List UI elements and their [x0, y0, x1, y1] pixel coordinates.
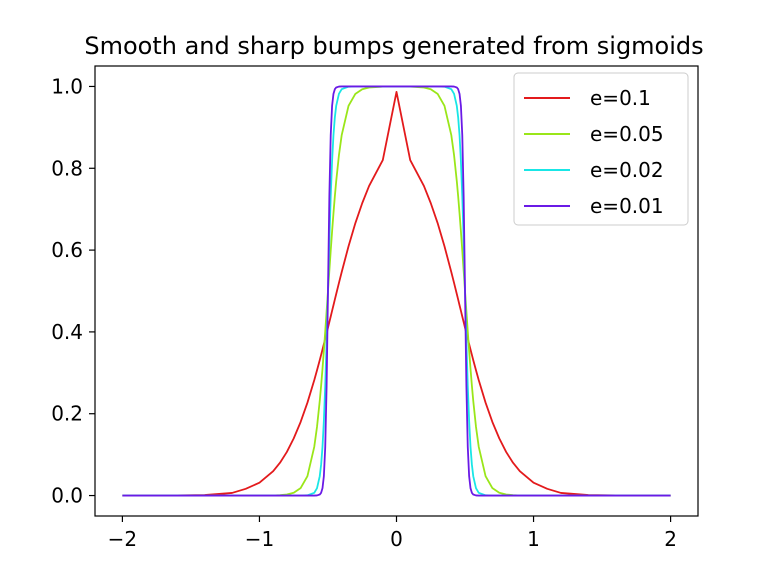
legend-label: e=0.01 [590, 194, 664, 218]
legend-box [513, 72, 689, 226]
y-tick-label: 1.0 [51, 74, 83, 98]
y-tick-label: 0.6 [51, 238, 83, 262]
x-tick-label: 2 [664, 527, 677, 551]
x-tick-label: −2 [108, 527, 137, 551]
x-tick-label: 1 [527, 527, 540, 551]
series-line-1 [122, 91, 671, 497]
y-tick-label: 0.8 [51, 156, 83, 180]
x-axis: −2 −1 0 1 2 [108, 516, 677, 551]
legend-label: e=0.1 [590, 86, 651, 110]
series-line-4 [122, 85, 671, 497]
y-tick-label: 0.0 [51, 484, 83, 508]
legend: e=0.1 e=0.05 e=0.02 e=0.01 [513, 72, 689, 226]
y-tick-label: 0.4 [51, 320, 83, 344]
x-tick-label: 0 [390, 527, 403, 551]
y-tick-label: 0.2 [51, 402, 83, 426]
x-tick-label: −1 [245, 527, 274, 551]
series-lines [122, 85, 671, 497]
chart-title: Smooth and sharp bumps generated from si… [84, 32, 703, 60]
legend-label: e=0.02 [590, 158, 664, 182]
legend-label: e=0.05 [590, 122, 664, 146]
y-axis: 0.0 0.2 0.4 0.6 0.8 1.0 [51, 74, 95, 508]
